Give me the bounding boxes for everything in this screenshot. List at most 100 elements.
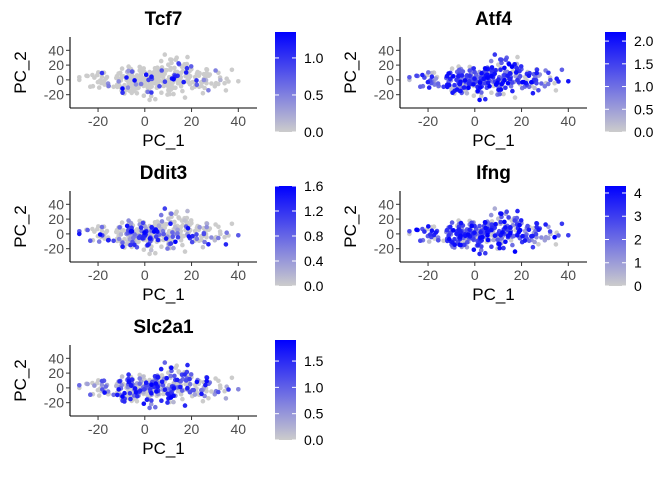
x-tick-label: 20	[514, 113, 530, 129]
data-point	[159, 68, 164, 73]
data-point	[120, 90, 125, 95]
data-point	[500, 230, 505, 235]
data-point	[498, 87, 504, 92]
data-point	[458, 233, 463, 239]
data-point	[99, 378, 105, 384]
data-point	[498, 219, 503, 225]
data-point	[124, 75, 129, 80]
data-point	[186, 234, 192, 239]
colorbar	[605, 186, 626, 286]
data-point	[165, 92, 170, 97]
colorbar	[275, 32, 296, 132]
data-point	[175, 81, 181, 86]
scatter-points	[77, 52, 241, 103]
data-point	[155, 79, 160, 84]
data-point	[179, 388, 185, 393]
colorbar	[275, 340, 296, 440]
data-point	[175, 389, 181, 394]
data-point	[200, 90, 206, 96]
x-tick-label: -20	[418, 113, 438, 129]
y-tick-label: 40	[378, 42, 394, 58]
data-point	[553, 242, 559, 247]
data-point	[168, 221, 173, 226]
data-point	[481, 76, 487, 81]
y-tick-label: -20	[44, 87, 64, 103]
x-tick-label: 20	[514, 267, 530, 283]
data-point	[489, 65, 495, 70]
data-point	[498, 57, 503, 62]
y-tick-label: 20	[378, 211, 394, 227]
panel-title: Slc2a1	[133, 317, 194, 338]
data-point	[194, 236, 200, 242]
data-point	[447, 76, 453, 82]
data-point	[190, 233, 195, 239]
data-point	[104, 74, 110, 80]
panel-title: Ifng	[476, 163, 511, 184]
colorbar-tick-label: 1.6	[304, 178, 324, 194]
data-point	[204, 378, 209, 384]
data-point	[222, 388, 227, 394]
data-point	[172, 65, 177, 71]
data-point	[88, 238, 93, 243]
data-point	[139, 66, 144, 72]
data-point	[520, 233, 525, 239]
y-tick-label: 40	[378, 196, 394, 212]
data-point	[501, 245, 506, 251]
data-point	[461, 85, 467, 90]
data-point	[183, 70, 189, 75]
data-point	[168, 57, 173, 62]
data-point	[477, 80, 483, 85]
data-point	[533, 231, 539, 237]
data-point	[492, 52, 498, 57]
data-point	[103, 384, 109, 389]
data-point	[154, 389, 159, 394]
data-point	[147, 251, 152, 257]
data-point	[183, 73, 188, 79]
colorbar-tick-label: 1.0	[634, 79, 654, 95]
data-point	[165, 83, 170, 88]
data-point	[172, 219, 177, 225]
colorbar-tick-label: 0.0	[634, 124, 654, 140]
data-point	[449, 220, 455, 225]
data-point	[182, 95, 188, 100]
data-point	[499, 81, 505, 87]
data-point	[517, 227, 523, 233]
data-point	[117, 225, 122, 230]
data-point	[182, 218, 187, 223]
data-point	[547, 229, 553, 234]
y-tick-label: 40	[48, 350, 64, 366]
data-point	[502, 65, 507, 71]
panel-title: Atf4	[475, 9, 512, 30]
data-point	[141, 387, 147, 392]
data-point	[168, 373, 173, 379]
data-point	[554, 76, 559, 81]
data-point	[117, 379, 122, 384]
data-point	[120, 86, 125, 91]
data-point	[216, 389, 221, 395]
data-point	[114, 383, 119, 389]
colorbar-tick-label: 0.0	[304, 124, 324, 140]
y-tick-label: -20	[374, 87, 394, 103]
x-tick-label: 20	[184, 113, 200, 129]
data-point	[174, 55, 179, 60]
data-point	[169, 365, 174, 371]
data-point	[159, 244, 164, 249]
data-point	[520, 79, 525, 85]
data-point	[138, 71, 144, 76]
data-point	[485, 75, 490, 80]
data-point	[96, 378, 101, 383]
y-axis-label: PC_2	[11, 205, 30, 248]
data-point	[491, 237, 497, 243]
data-point	[534, 67, 540, 72]
data-point	[224, 76, 229, 81]
colorbar-tick-label: 0.5	[304, 406, 324, 422]
y-tick-label: 20	[48, 365, 64, 381]
data-point	[536, 227, 541, 232]
data-point	[559, 221, 565, 227]
data-point	[457, 67, 462, 73]
data-point	[503, 85, 508, 91]
data-point	[176, 61, 181, 66]
data-point	[149, 224, 154, 230]
data-point	[137, 381, 142, 387]
data-point	[100, 387, 105, 392]
